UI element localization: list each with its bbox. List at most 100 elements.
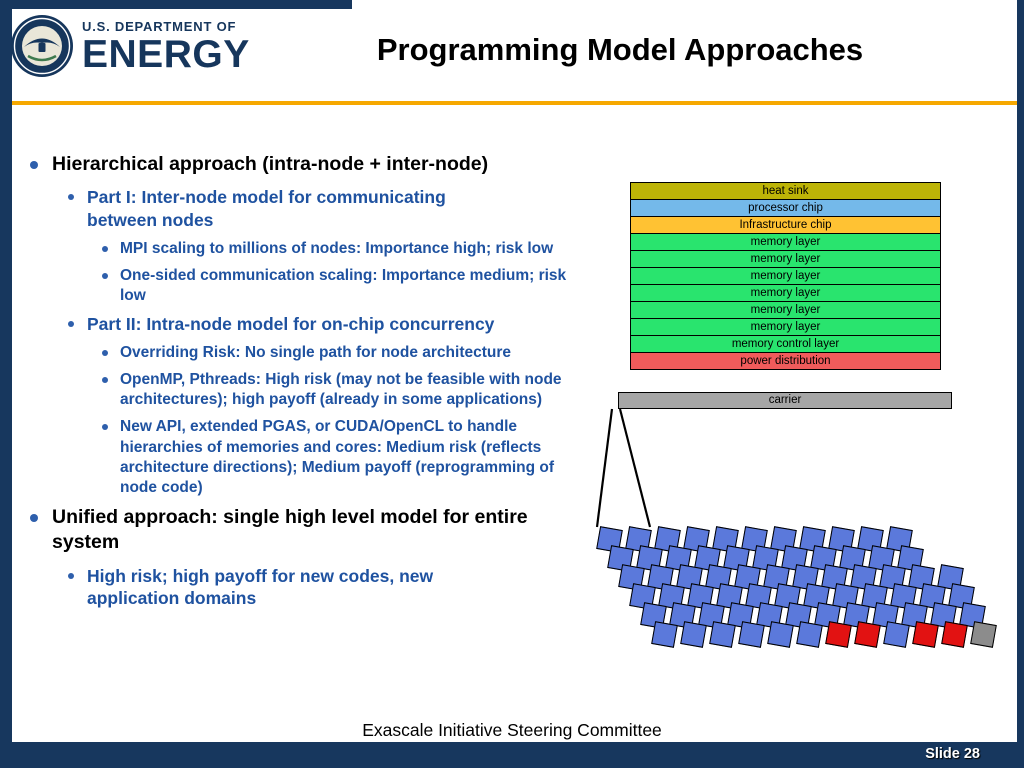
node-chip-blue: [821, 564, 848, 591]
node-chip-red: [941, 621, 968, 648]
node-chip-blue: [640, 602, 667, 629]
bullet-text: Part II: Intra-node model for on-chip co…: [87, 314, 495, 335]
bullet-text: MPI scaling to millions of nodes: Import…: [120, 239, 554, 257]
stack-layer: heat sink: [630, 182, 941, 200]
bullet-item: Hierarchical approach (intra-node + inte…: [30, 152, 595, 177]
bullet-item: Part II: Intra-node model for on-chip co…: [68, 313, 595, 336]
chip-stack-diagram: heat sink processor chip Infrastructure ch…: [630, 182, 941, 370]
node-chip-blue: [636, 545, 663, 572]
bullet-list: Hierarchical approach (intra-node + inte…: [30, 150, 595, 617]
bullet-item: MPI scaling to millions of nodes: Import…: [102, 239, 595, 259]
node-chip-blue: [723, 545, 750, 572]
slide-title: Programming Model Approaches: [376, 32, 864, 67]
node-chip-blue: [752, 545, 779, 572]
stack-layer: processor chip: [630, 199, 941, 217]
bullet-item: High risk; high payoff for new codes, ne…: [68, 565, 595, 611]
node-chip-blue: [930, 602, 957, 629]
node-chip-blue: [654, 526, 681, 553]
node-chip-blue: [803, 583, 830, 610]
node-chip-blue: [857, 526, 884, 553]
node-chip-blue: [774, 583, 801, 610]
gold-rule-divider: [12, 101, 1017, 105]
bullet-text: Hierarchical approach (intra-node + inte…: [52, 153, 489, 175]
node-chip-blue: [814, 602, 841, 629]
stack-layer: memory layer: [630, 250, 941, 268]
node-chip-blue: [828, 526, 855, 553]
node-chip-blue: [781, 545, 808, 572]
node-chip-blue: [596, 526, 623, 553]
node-chip-blue: [868, 545, 895, 572]
node-chip-red: [854, 621, 881, 648]
node-chip-blue: [861, 583, 888, 610]
bullet-text: OpenMP, Pthreads: High risk (may not be …: [120, 371, 562, 409]
node-chip-blue: [832, 583, 859, 610]
node-chip-blue: [839, 545, 866, 572]
node-chip-blue: [883, 621, 910, 648]
bullet-dot-icon: [68, 194, 74, 201]
bullet-item: Overriding Risk: No single path for node…: [102, 343, 595, 363]
doe-logo: U.S. DEPARTMENT OF ENERGY: [10, 14, 250, 78]
node-chip-blue: [716, 583, 743, 610]
left-edge-bar: [0, 0, 12, 768]
node-chip-blue: [886, 526, 913, 553]
node-chip-blue: [948, 583, 975, 610]
node-chip-blue: [937, 564, 964, 591]
bullet-dot-icon: [30, 161, 38, 169]
node-chip-blue: [669, 602, 696, 629]
callout-line-left: [595, 408, 614, 528]
node-chip-blue: [959, 602, 986, 629]
node-chip-blue: [745, 583, 772, 610]
node-chip-blue: [629, 583, 656, 610]
bullet-dot-icon: [102, 377, 108, 384]
right-edge-bar: [1017, 0, 1024, 768]
node-chip-blue: [756, 602, 783, 629]
node-chip-blue: [872, 602, 899, 629]
node-chip-blue: [727, 602, 754, 629]
node-chip-blue: [607, 545, 634, 572]
bullet-item: Part I: Inter-node model for communicati…: [68, 186, 595, 232]
doe-seal-icon: [11, 15, 73, 77]
bullet-item: One-sided communication scaling: Importa…: [102, 266, 595, 306]
node-chip-red: [825, 621, 852, 648]
node-chip-blue: [763, 564, 790, 591]
doe-dept-line: U.S. DEPARTMENT OF: [82, 19, 237, 34]
slide-number: Slide 28: [925, 746, 980, 762]
node-chip-blue: [694, 545, 721, 572]
node-chip-blue: [897, 545, 924, 572]
doe-wordmark: U.S. DEPARTMENT OF ENERGY: [82, 19, 250, 74]
node-chip-blue: [879, 564, 906, 591]
stack-layer: memory layer: [630, 284, 941, 302]
node-chip-blue: [767, 621, 794, 648]
bullet-text: New API, extended PGAS, or CUDA/OpenCL t…: [120, 418, 555, 496]
node-chip-blue: [658, 583, 685, 610]
node-chip-gray: [970, 621, 997, 648]
bullet-text: Part I: Inter-node model for communicati…: [87, 187, 446, 231]
bullet-dot-icon: [102, 272, 108, 279]
callout-line-right: [618, 408, 652, 528]
node-chip-blue: [712, 526, 739, 553]
bullet-item: Unified approach: single high level mode…: [30, 505, 595, 556]
bullet-dot-icon: [102, 424, 108, 431]
node-chip-blue: [908, 564, 935, 591]
bullet-item: New API, extended PGAS, or CUDA/OpenCL t…: [102, 417, 595, 498]
node-chip-red: [912, 621, 939, 648]
stack-layer: memory layer: [630, 233, 941, 251]
doe-energy-wordmark: ENERGY: [82, 33, 250, 76]
node-chip-blue: [843, 602, 870, 629]
bullet-text: High risk; high payoff for new codes, ne…: [87, 565, 434, 609]
node-chip-blue: [676, 564, 703, 591]
bullet-dot-icon: [68, 572, 74, 579]
node-chip-blue: [647, 564, 674, 591]
node-chip-blue: [734, 564, 761, 591]
node-chip-blue: [792, 564, 819, 591]
node-chip-blue: [785, 602, 812, 629]
node-chip-blue: [665, 545, 692, 572]
stack-layer: memory control layer: [630, 335, 941, 353]
node-chip-blue: [683, 526, 710, 553]
node-chip-blue: [738, 621, 765, 648]
bullet-dot-icon: [68, 321, 74, 328]
bullet-dot-icon: [102, 350, 108, 357]
node-chip-blue: [625, 526, 652, 553]
stack-layer: memory layer: [630, 267, 941, 285]
bottom-bar: [0, 742, 1024, 768]
